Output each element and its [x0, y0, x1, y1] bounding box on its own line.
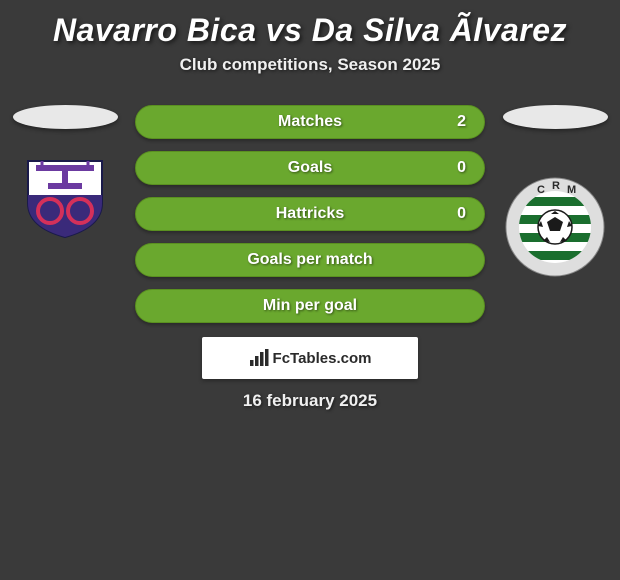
stat-label: Hattricks: [276, 205, 344, 223]
left-ellipse: [13, 105, 118, 129]
main-content: Matches 2 Goals 0 Hattricks 0 Goals per …: [0, 105, 620, 323]
stat-label: Matches: [278, 113, 342, 131]
stat-value-right: 0: [457, 205, 466, 223]
bar-chart-icon: [249, 349, 269, 367]
stat-row-matches: Matches 2: [135, 105, 485, 139]
brand-text: FcTables.com: [273, 350, 372, 367]
stats-column: Matches 2 Goals 0 Hattricks 0 Goals per …: [135, 105, 485, 323]
stat-label: Goals: [288, 159, 332, 177]
left-crest: [22, 155, 108, 246]
stat-row-gpm: Goals per match: [135, 243, 485, 277]
right-side: C R M: [495, 105, 615, 290]
subtitle: Club competitions, Season 2025: [0, 55, 620, 75]
right-ellipse: [503, 105, 608, 129]
stat-row-mpg: Min per goal: [135, 289, 485, 323]
stat-row-hattricks: Hattricks 0: [135, 197, 485, 231]
page-title: Navarro Bica vs Da Silva Ãlvarez: [0, 0, 620, 55]
stat-value-right: 0: [457, 159, 466, 177]
left-side: [5, 105, 125, 246]
brand-box: FcTables.com: [202, 337, 418, 379]
stat-value-right: 2: [457, 113, 466, 131]
stat-label: Goals per match: [247, 251, 372, 269]
svg-text:R: R: [552, 180, 560, 192]
right-crest-svg: C R M: [505, 169, 605, 285]
stat-label: Min per goal: [263, 297, 357, 315]
stat-row-goals: Goals 0: [135, 151, 485, 185]
date-text: 16 february 2025: [0, 391, 620, 411]
left-crest-svg: [22, 155, 108, 241]
right-crest: C R M: [505, 169, 605, 290]
